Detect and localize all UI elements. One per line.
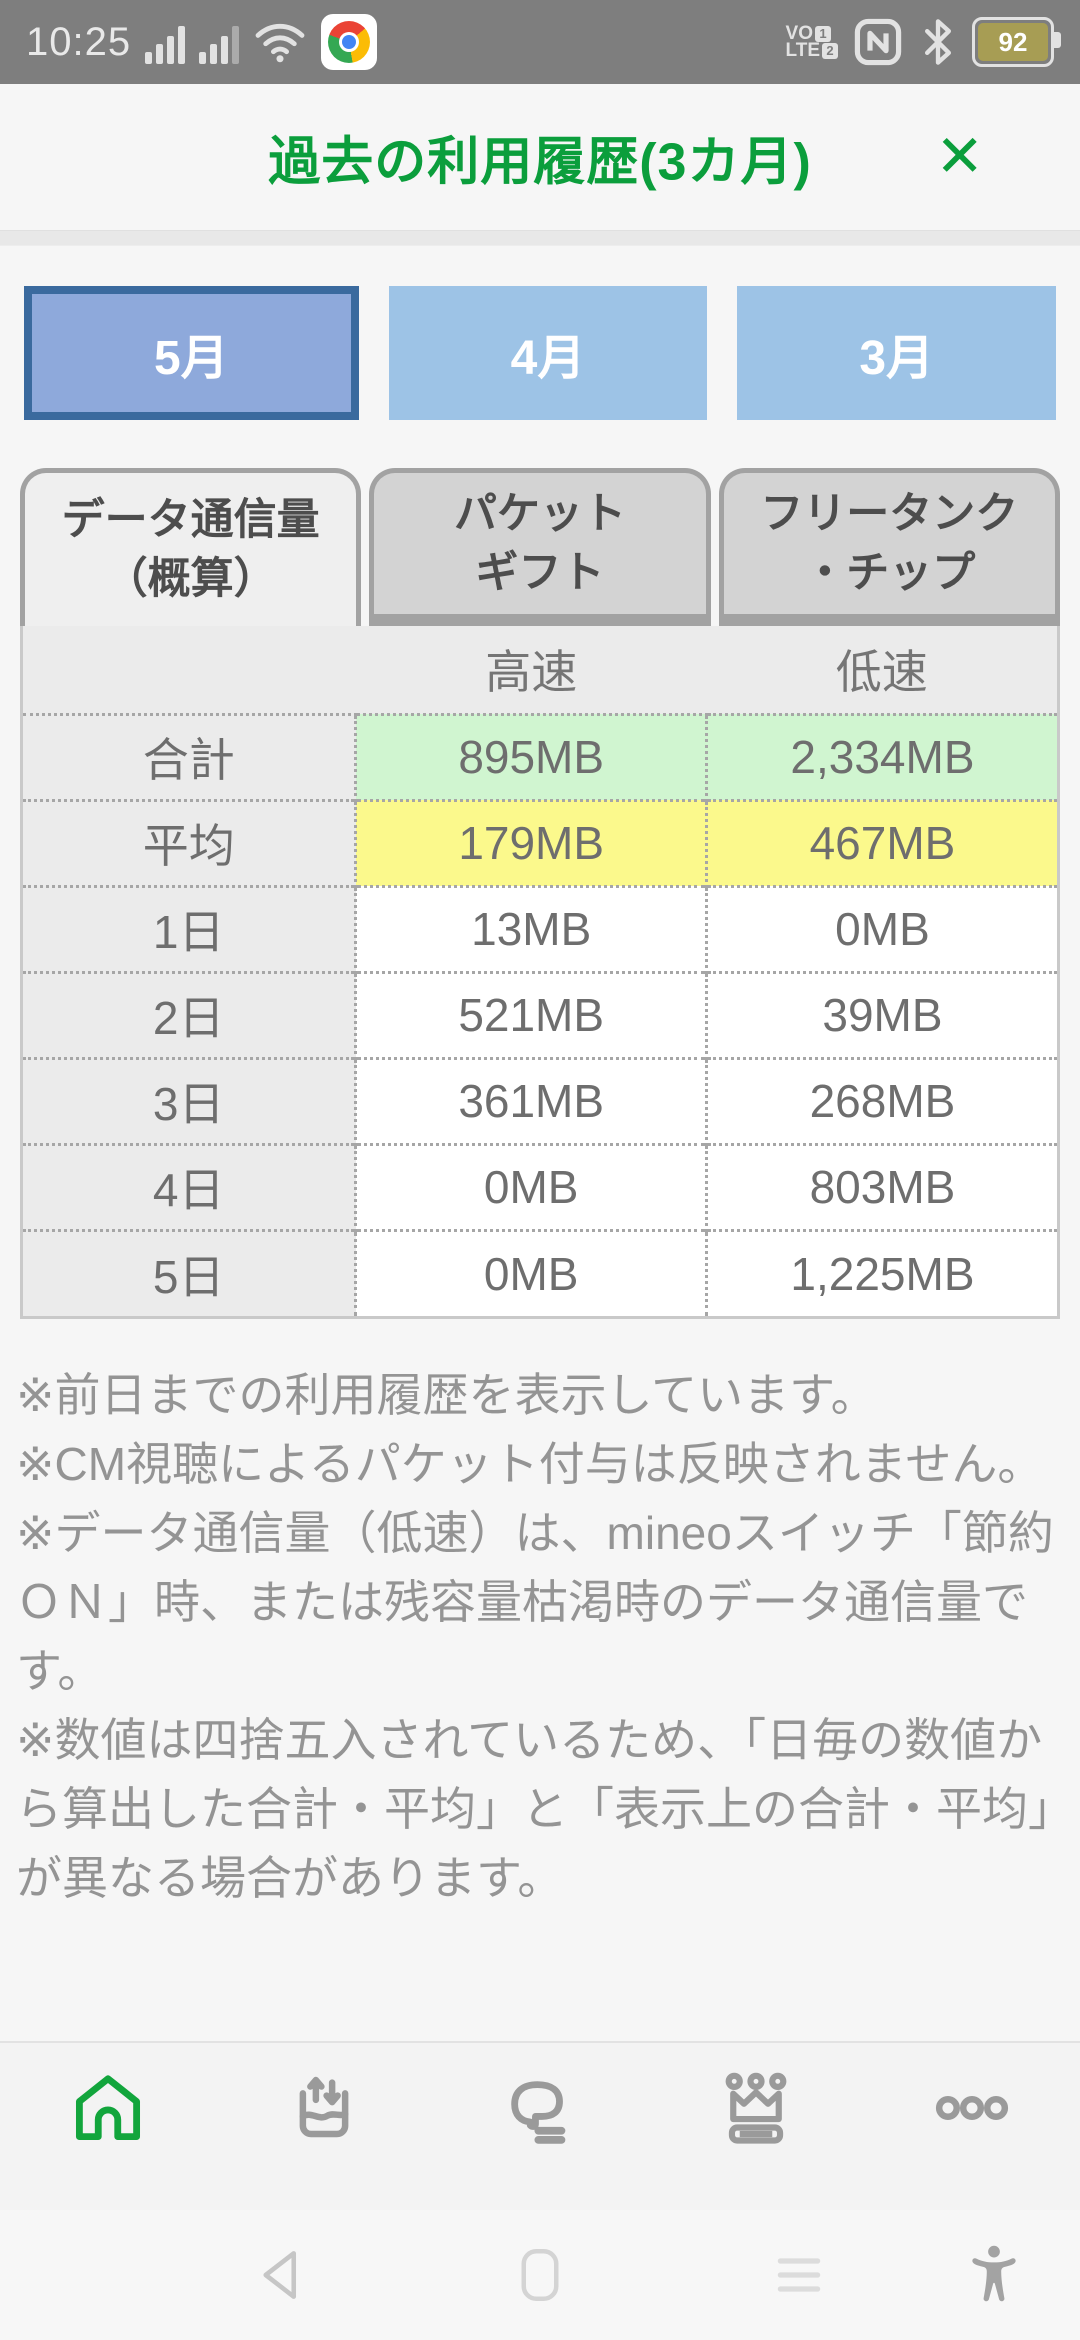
wifi-icon xyxy=(253,20,307,64)
footnote: ※数値は四捨五入されているため、「日毎の数値から算出した合計・平均」と「表示上の… xyxy=(16,1714,1051,1904)
chrome-icon xyxy=(321,14,378,70)
back-icon[interactable] xyxy=(255,2247,307,2303)
app-bottom-nav xyxy=(0,2041,1080,2210)
table-row-total: 合計 895MB 2,334MB xyxy=(23,712,1057,800)
month-button-april[interactable]: 4月 xyxy=(388,286,708,420)
accessibility-person-icon[interactable] xyxy=(967,2243,1021,2307)
table-row-day2: 2日 521MB 39MB xyxy=(23,970,1057,1058)
system-nav-bar xyxy=(0,2210,1080,2340)
battery-percent: 92 xyxy=(998,26,1028,57)
header-divider xyxy=(0,230,1080,246)
header: 過去の利用履歴(3カ月) ✕ xyxy=(0,84,1080,230)
footnote: ※CM視聴によるパケット付与は反映されません。 xyxy=(16,1438,1044,1490)
more-icon xyxy=(933,2069,1011,2210)
tab-packet-gift[interactable]: パケット ギフト xyxy=(369,468,711,626)
col-header-slow: 低速 xyxy=(706,626,1057,714)
table-row-average: 平均 179MB 467MB xyxy=(23,798,1057,886)
table-row-day1: 1日 13MB 0MB xyxy=(23,884,1057,972)
status-bar: 10:25 VO 1 LTE 2 xyxy=(0,0,1080,84)
nav-community[interactable] xyxy=(432,2043,648,2210)
usage-table: 高速 低速 合計 895MB 2,334MB 平均 179MB 467MB 1日… xyxy=(20,626,1060,1319)
nav-home[interactable] xyxy=(0,2043,216,2210)
close-icon[interactable]: ✕ xyxy=(935,124,984,189)
month-selector: 5月 4月 3月 xyxy=(0,286,1080,420)
clock: 10:25 xyxy=(26,19,132,64)
table-row-day3: 3日 361MB 268MB xyxy=(23,1056,1057,1144)
tab-data-usage[interactable]: データ通信量 （概算） xyxy=(20,468,362,626)
month-button-may[interactable]: 5月 xyxy=(24,286,359,420)
table-row-day4: 4日 0MB 803MB xyxy=(23,1142,1057,1230)
nfc-icon xyxy=(852,16,904,68)
footnotes: ※前日までの利用履歴を表示しています。 ※CM視聴によるパケット付与は反映されま… xyxy=(16,1361,1064,1913)
home-icon xyxy=(69,2069,147,2210)
footnote: ※前日までの利用履歴を表示しています。 xyxy=(16,1369,877,1421)
nav-free-tank[interactable] xyxy=(216,2043,432,2210)
recents-icon[interactable] xyxy=(771,2253,827,2297)
col-header-fast: 高速 xyxy=(355,626,707,714)
volte-icon: VO 1 LTE 2 xyxy=(786,24,838,60)
month-button-march[interactable]: 3月 xyxy=(737,286,1057,420)
category-tabs: データ通信量 （概算） パケット ギフト フリータンク ・チップ xyxy=(0,468,1080,626)
tab-free-tank-chip[interactable]: フリータンク ・チップ xyxy=(718,468,1060,626)
footnote: ※データ通信量（低速）は、mineoスイッチ「節約ＯＮ」時、または残容量枯渇時の… xyxy=(16,1507,1054,1697)
page-title: 過去の利用履歴(3カ月) xyxy=(268,133,812,192)
table-row-day5: 5日 0MB 1,225MB xyxy=(23,1228,1057,1316)
home-square-icon[interactable] xyxy=(515,2245,565,2305)
signal2-icon xyxy=(199,20,240,64)
table-header-row: 高速 低速 xyxy=(23,626,1057,714)
battery-icon: 92 xyxy=(972,17,1061,67)
bluetooth-icon xyxy=(918,16,958,68)
nav-more[interactable] xyxy=(864,2043,1080,2210)
tank-icon xyxy=(285,2069,363,2210)
nav-king[interactable] xyxy=(648,2043,864,2210)
crown-icon xyxy=(717,2069,795,2210)
chat-icon xyxy=(501,2069,579,2210)
signal-icon xyxy=(145,20,186,64)
